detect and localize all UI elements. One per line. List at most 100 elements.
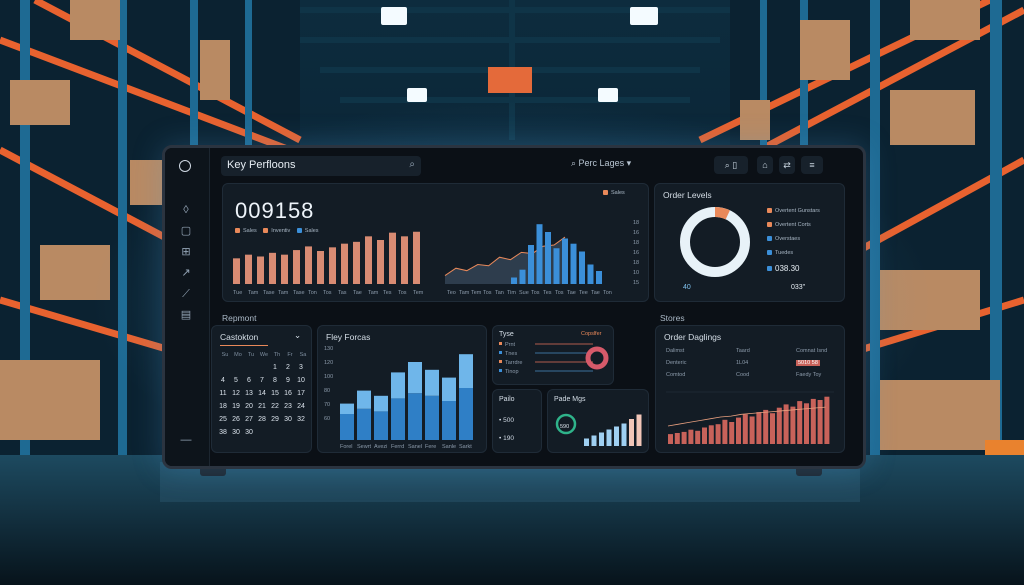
kpi-bar (401, 236, 408, 284)
calendar-day-header: Sa (299, 352, 307, 358)
forcas-bar-base (459, 388, 473, 440)
legend-swatch (767, 250, 772, 256)
calendar-day[interactable]: 1 (273, 364, 277, 371)
calendar-day[interactable]: 3 (299, 364, 303, 371)
calendar-day[interactable]: 12 (232, 390, 240, 397)
search-bar[interactable]: Key Perfloons ⌕ (221, 156, 421, 176)
legend-swatch (767, 266, 772, 272)
leaf-icon[interactable]: ⟋ (182, 288, 190, 300)
calendar-day[interactable]: 11 (219, 390, 227, 397)
calendar-day[interactable]: 19 (232, 403, 240, 410)
calendar-day[interactable]: 30 (245, 429, 253, 436)
kpi-blue-bar (579, 251, 585, 284)
legend-label-3: Sales (304, 228, 319, 234)
order-legend-1: Overtent Gunstars (767, 208, 820, 214)
calendar-day[interactable]: 29 (271, 416, 279, 423)
kpi-axis-label: 15 (633, 280, 639, 286)
kpi-bar-label: Tes (383, 290, 392, 296)
calendar-day[interactable]: 24 (297, 403, 305, 410)
calendar-day[interactable]: 6 (247, 377, 251, 384)
calendar-day[interactable]: 2 (286, 364, 290, 371)
calendar-day-header: Fr (287, 352, 293, 358)
types-bullet (499, 360, 502, 363)
pailo-title: Pailo (499, 396, 515, 403)
calendar-day[interactable]: 26 (232, 416, 240, 423)
calendar-day[interactable]: 20 (245, 403, 253, 410)
search-text: Key Perfloons (227, 159, 296, 171)
calendar-day[interactable]: 4 (221, 377, 225, 384)
calendar-day[interactable]: 9 (286, 377, 290, 384)
chevron-down-icon: ▾ (626, 158, 632, 168)
calendar-day[interactable]: 32 (297, 416, 305, 423)
kpi-line-label: Tos (555, 290, 564, 296)
kpi-bar-label: Tam (278, 290, 289, 296)
calendar-day[interactable]: 17 (297, 390, 305, 397)
types-row-label: Tnes (505, 351, 517, 357)
calendar-day[interactable]: 7 (260, 377, 264, 384)
app-logo-icon[interactable] (179, 160, 191, 172)
daglings-bar (708, 425, 714, 444)
kpi-line-label: Tae (567, 290, 576, 296)
forcas-x-label: Sewrt (357, 444, 372, 450)
chevron-down-icon[interactable]: ⌄ (294, 330, 302, 340)
types-bullet (499, 369, 502, 372)
calendar-day[interactable]: 10 (297, 377, 305, 384)
grid-icon[interactable]: ⊞ (181, 246, 191, 258)
calendar-day[interactable]: 38 (219, 429, 227, 436)
calendar-day[interactable]: 15 (271, 390, 279, 397)
calendar-day[interactable]: 28 (258, 416, 266, 423)
legend-swatch-orange (235, 228, 240, 234)
search-filter-button[interactable]: ⌕ ▯ (714, 156, 748, 174)
pade-mgs-panel: Pade Mgs 590 (547, 389, 649, 453)
forcas-y-label: 130 (324, 346, 333, 352)
forcas-bar-base (357, 408, 371, 440)
list-button[interactable]: ≡ (801, 156, 823, 174)
calendar-day[interactable]: 30 (232, 429, 240, 436)
calendar-day[interactable]: 30 (284, 416, 292, 423)
rocket-icon[interactable]: ↗ (181, 267, 191, 279)
search-icon[interactable]: ⌕ (409, 159, 415, 170)
types-tag: Copslfer (581, 331, 602, 337)
pailo-value-2: • 190 (499, 435, 514, 442)
kpi-line-label: Tem (471, 290, 482, 296)
box-icon[interactable]: ▢ (180, 225, 192, 237)
menu-icon[interactable]: — (180, 434, 192, 446)
calendar-day[interactable]: 25 (219, 416, 227, 423)
page-selector-label: Perc Lages (578, 158, 625, 168)
kpi-bar-label: Tase (263, 290, 275, 296)
calendar-day[interactable]: 18 (219, 403, 227, 410)
kpi-line-label: Tos (483, 290, 492, 296)
kpi-bar (365, 236, 372, 284)
calendar-day[interactable]: 22 (271, 403, 279, 410)
daglings-bar (681, 431, 687, 444)
legend-swatch-orange-2 (263, 228, 269, 234)
daglings-bar (817, 400, 823, 444)
calendar-day[interactable]: 5 (234, 377, 238, 384)
daglings-bar (688, 429, 694, 444)
drop-icon[interactable]: ◊ (183, 204, 189, 216)
daglings-bar (722, 419, 728, 444)
pade-mgs-title: Pade Mgs (554, 396, 586, 403)
calendar-day-header: We (259, 352, 269, 358)
calendar-day[interactable]: 21 (258, 403, 266, 410)
calendar-day[interactable]: 8 (273, 377, 277, 384)
sync-button[interactable]: ⇄ (779, 156, 795, 174)
calendar-day[interactable]: 13 (245, 390, 253, 397)
home-button[interactable]: ⌂ (757, 156, 773, 174)
page-selector[interactable]: ⌕ Perc Lages ▾ (571, 158, 631, 169)
calendar-day[interactable]: 14 (258, 390, 266, 397)
daglings-bar (804, 403, 809, 444)
calendar-day[interactable]: 27 (245, 416, 253, 423)
dashboard-monitor: ◊ ▢ ⊞ ↗ ⟋ ▤ — Key Perfloons ⌕ ⌕ Perc Lag… (162, 145, 866, 469)
daglings-bar (756, 412, 762, 444)
document-icon[interactable]: ▤ (180, 309, 192, 321)
kpi-legend: Sales Inventiv Sales (235, 228, 319, 234)
section-title-right: Stores (660, 313, 685, 323)
kpi-line-label: Ton (603, 290, 612, 296)
legend-swatch (767, 222, 772, 228)
pade-gauge (555, 413, 577, 435)
legend-label-1: Sales (243, 228, 257, 234)
pade-bar (629, 419, 634, 446)
calendar-day[interactable]: 23 (284, 403, 292, 410)
calendar-day[interactable]: 16 (284, 390, 292, 397)
